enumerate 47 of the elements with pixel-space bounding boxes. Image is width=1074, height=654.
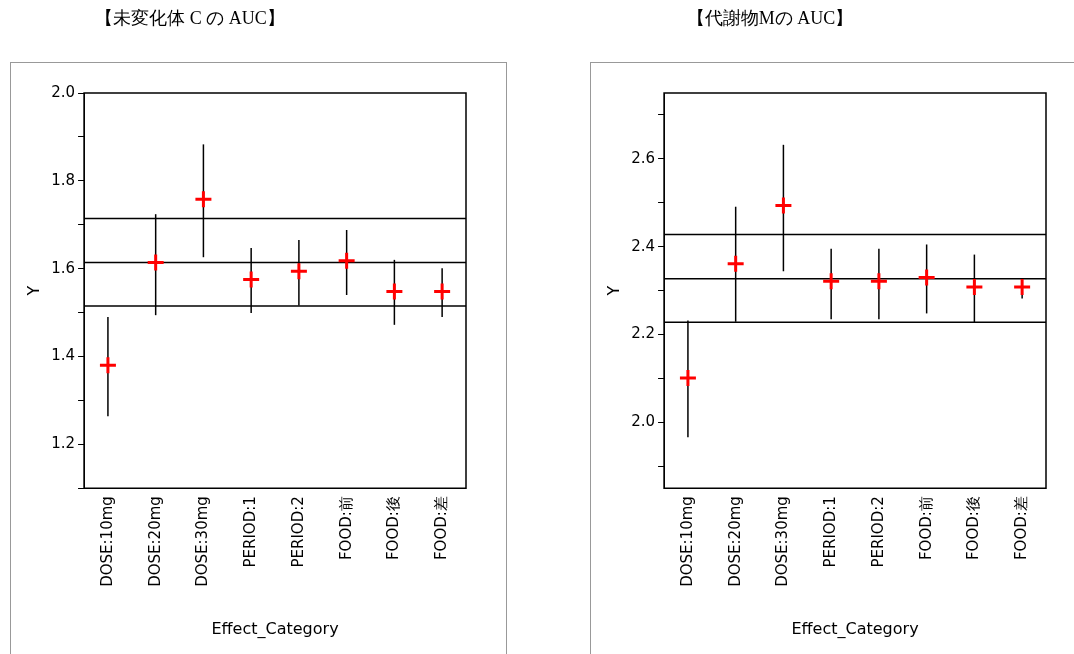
point	[869, 271, 889, 291]
point	[384, 281, 404, 301]
point	[241, 270, 261, 290]
y-tick-label: 2.6	[631, 148, 656, 167]
chart-title: 【代謝物Mの AUC】	[685, 7, 855, 30]
x-tick-label: DOSE:30mg	[193, 496, 212, 587]
x-tick-label: FOOD:前	[336, 496, 355, 561]
point	[432, 281, 452, 301]
y-tick-label: 1.6	[51, 258, 76, 277]
x-tick-label: PERIOD:1	[821, 496, 840, 568]
y-tick-label: 2.0	[51, 82, 76, 101]
point	[726, 254, 746, 274]
point	[337, 251, 357, 271]
x-tick-label: DOSE:30mg	[773, 496, 792, 587]
y-tick-label: 2.4	[631, 236, 656, 255]
y-tick-label: 1.2	[51, 434, 76, 453]
y-tick-label: 2.0	[631, 412, 656, 431]
x-tick-label: FOOD:後	[964, 496, 983, 561]
x-tick-label: PERIOD:2	[868, 496, 887, 568]
x-tick-label: DOSE:10mg	[677, 496, 696, 587]
x-tick-label: PERIOD:2	[288, 496, 307, 568]
point	[821, 271, 841, 291]
x-tick-label: FOOD:後	[384, 496, 403, 561]
y-tick-label: 1.4	[51, 346, 76, 365]
point	[289, 261, 309, 281]
point	[964, 277, 984, 297]
point	[146, 252, 166, 272]
y-axis-title: Y	[23, 285, 43, 297]
x-tick-label: DOSE:10mg	[97, 496, 116, 587]
chart-title: 【未変化体 C の AUC】	[94, 7, 286, 30]
y-tick-label: 1.8	[51, 170, 76, 189]
point	[773, 195, 793, 215]
x-tick-label: FOOD:前	[916, 496, 935, 561]
x-tick-label: DOSE:20mg	[145, 496, 164, 587]
x-axis-title: Effect_Category	[211, 618, 339, 639]
point	[678, 368, 698, 388]
y-axis-title: Y	[603, 285, 623, 297]
point	[98, 355, 118, 375]
x-tick-label: FOOD:差	[432, 496, 451, 561]
point	[1012, 277, 1032, 297]
x-tick-label: FOOD:差	[1012, 496, 1031, 561]
y-tick-label: 2.2	[631, 324, 656, 343]
point	[193, 189, 213, 209]
x-tick-label: PERIOD:1	[241, 496, 260, 568]
x-tick-label: DOSE:20mg	[725, 496, 744, 587]
x-axis-title: Effect_Category	[791, 618, 919, 639]
point	[917, 267, 937, 287]
